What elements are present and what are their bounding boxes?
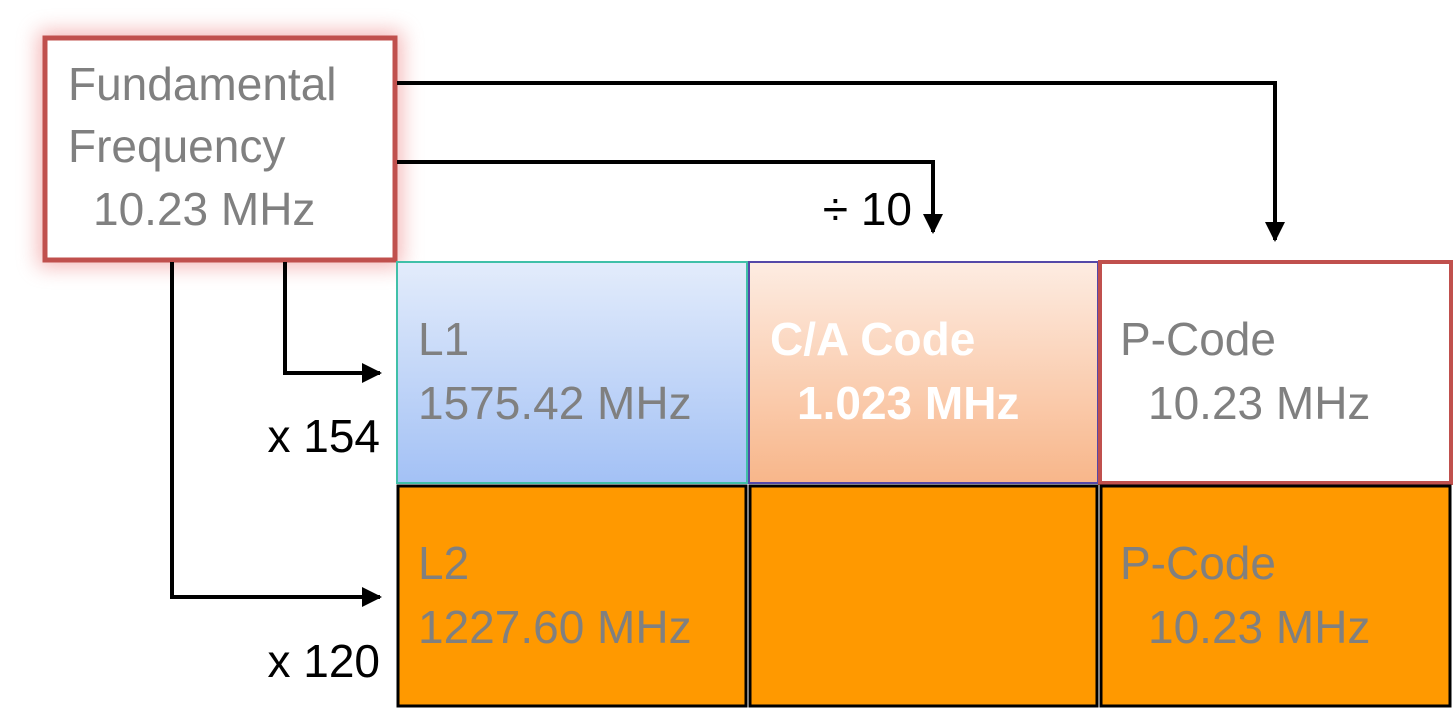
cell-text: 1.023 MHz: [797, 377, 1019, 429]
source-line: Fundamental: [68, 58, 337, 110]
source-box: [42, 35, 398, 263]
cell-text: C/A Code: [770, 313, 975, 365]
l2-cell: [396, 484, 748, 708]
cell-text: 1575.42 MHz: [418, 377, 692, 429]
cell-text: L1: [418, 313, 469, 365]
cell-text: 1227.60 MHz: [418, 601, 692, 653]
cell-text: P-Code: [1120, 313, 1276, 365]
l1-cell: [396, 261, 748, 484]
arrow: [170, 262, 382, 607]
cell-text: P-Code: [1120, 537, 1276, 589]
empty-cell: [748, 484, 1099, 708]
p-code-cell: [1099, 484, 1452, 708]
arrow: [397, 81, 1285, 242]
arrow: [283, 262, 382, 383]
operation-label: ÷ 10: [823, 183, 912, 235]
operation-label: x 154: [267, 410, 380, 462]
cell-text: L2: [418, 537, 469, 589]
operation-label: x 120: [267, 635, 380, 687]
cell-text: 10.23 MHz: [1148, 377, 1370, 429]
p-code-cell: [1098, 260, 1453, 485]
source-line: Frequency: [68, 120, 285, 172]
source-line: 10.23 MHz: [93, 183, 315, 235]
cell-text: 10.23 MHz: [1148, 601, 1370, 653]
ca-cell: [748, 261, 1099, 484]
arrow: [397, 160, 943, 234]
